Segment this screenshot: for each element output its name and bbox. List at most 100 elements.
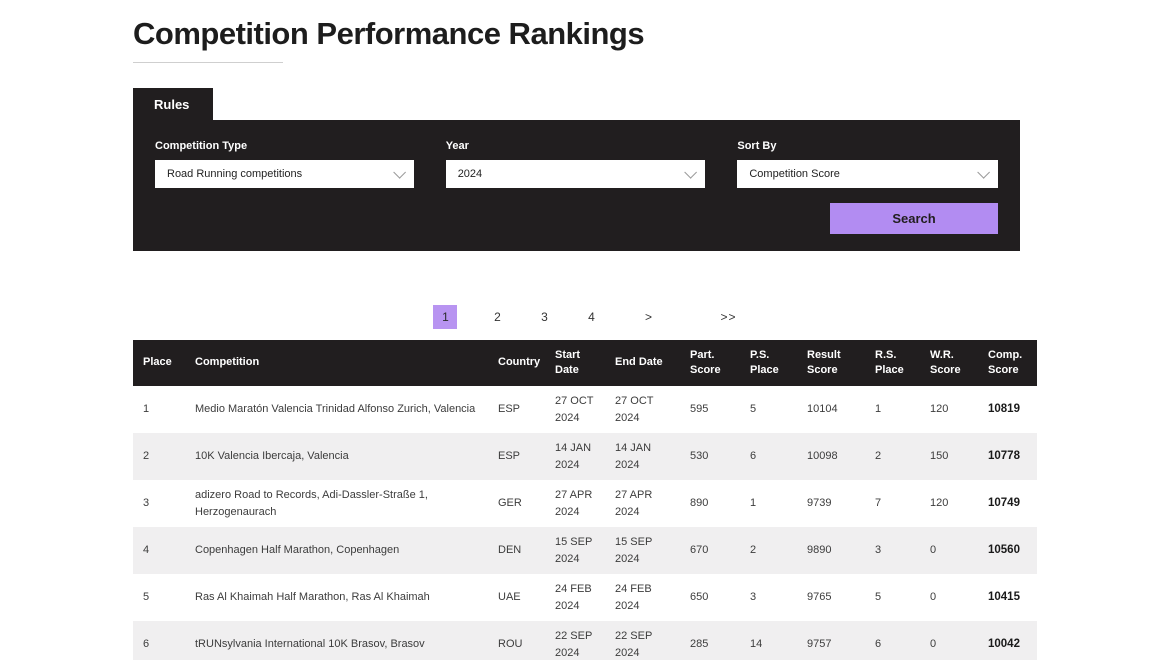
cell-end-date: 27 APR 2024 [615,489,653,518]
tab-rules[interactable]: Rules [133,88,214,120]
cell-start-date: 27 APR 2024 [555,489,593,518]
cell-wr-score: 0 [930,544,937,557]
cell-comp-score: 10819 [988,402,1020,415]
filter-sort-by: Sort By Competition Score [737,140,998,188]
header-rs-place: R.S. Place [875,348,904,376]
pagination-page-1[interactable]: 1 [433,305,458,329]
year-select[interactable]: 2024 [445,160,706,188]
cell-competition[interactable]: tRUNsylvania International 10K Brasov, B… [195,638,425,651]
table-body: 1 Medio Maratón Valencia Trinidad Alfons… [133,386,1037,660]
header-part-score: Part. Score [690,348,721,376]
header-competition: Competition [195,356,260,369]
cell-rs-place: 6 [875,638,882,651]
cell-end-date: 27 OCT 2024 [615,395,654,424]
competition-type-label: Competition Type [155,140,248,152]
cell-part-score: 650 [690,591,709,604]
header-comp-score: Comp. Score [988,348,1023,376]
cell-place: 4 [143,544,150,557]
cell-wr-score: 120 [930,497,949,510]
header-place: Place [143,356,172,369]
page-content: Competition Performance Rankings Rules C… [133,16,1037,660]
table-row: 6 tRUNsylvania International 10K Brasov,… [133,621,1037,660]
cell-country: DEN [498,544,522,557]
header-end-date: End Date [615,356,663,369]
cell-country: ROU [498,638,523,651]
cell-end-date: 22 SEP 2024 [615,630,653,659]
tab-rules-label: Rules [154,96,190,112]
cell-part-score: 890 [690,497,709,510]
cell-start-date: 14 JAN 2024 [555,442,592,471]
cell-place: 5 [143,591,150,604]
cell-result-score: 9890 [807,544,832,557]
cell-part-score: 285 [690,638,709,651]
cell-result-score: 9757 [807,638,832,651]
header-wr-score: W.R. Score [930,348,961,376]
cell-ps-place: 1 [750,497,757,510]
cell-start-date: 22 SEP 2024 [555,630,593,659]
cell-wr-score: 120 [930,403,949,416]
cell-start-date: 27 OCT 2024 [555,395,594,424]
cell-end-date: 15 SEP 2024 [615,536,653,565]
cell-wr-score: 0 [930,638,937,651]
cell-rs-place: 1 [875,403,882,416]
cell-comp-score: 10415 [988,590,1020,603]
pagination-page-4[interactable]: 4 [588,310,595,324]
header-ps-place: P.S. Place [750,348,779,376]
chevron-down-icon [684,165,698,179]
cell-country: UAE [498,591,521,604]
cell-comp-score: 10042 [988,637,1020,650]
cell-comp-score: 10560 [988,543,1020,556]
pagination-page-3[interactable]: 3 [541,310,548,324]
cell-ps-place: 14 [750,638,763,651]
cell-competition[interactable]: Copenhagen Half Marathon, Copenhagen [195,544,400,557]
competition-type-select[interactable]: Road Running competitions [155,160,414,188]
pagination: 1 2 3 4 > >> [133,305,1037,329]
cell-competition[interactable]: Medio Maratón Valencia Trinidad Alfonso … [195,403,476,416]
cell-place: 1 [143,403,150,416]
cell-end-date: 14 JAN 2024 [615,442,652,471]
cell-comp-score: 10749 [988,496,1020,509]
cell-rs-place: 5 [875,591,882,604]
cell-part-score: 595 [690,403,709,416]
cell-start-date: 15 SEP 2024 [555,536,593,565]
filter-grid: Competition Type Road Running competitio… [155,140,998,188]
filter-competition-type: Competition Type Road Running competitio… [155,140,414,188]
rankings-table: Place Competition Country Start Date End… [133,340,1037,660]
cell-country: GER [498,497,522,510]
chevron-down-icon [392,165,406,179]
cell-result-score: 9765 [807,591,832,604]
competition-type-value: Road Running competitions [167,168,303,180]
search-row: Search [155,203,998,234]
cell-end-date: 24 FEB 2024 [615,583,652,612]
year-value: 2024 [457,168,483,180]
cell-ps-place: 3 [750,591,757,604]
table-row: 3 adizero Road to Records, Adi-Dassler-S… [133,480,1037,527]
sort-by-value: Competition Score [749,168,840,180]
cell-ps-place: 2 [750,544,757,557]
search-button[interactable]: Search [830,203,998,234]
cell-competition[interactable]: adizero Road to Records, Adi-Dassler-Str… [195,489,428,518]
header-result-score: Result Score [807,348,841,376]
cell-country: ESP [498,403,521,416]
header-country: Country [498,356,541,369]
cell-rs-place: 3 [875,544,882,557]
cell-place: 2 [143,450,150,463]
chevron-down-icon [977,165,990,179]
cell-place: 3 [143,497,150,510]
cell-ps-place: 5 [750,403,757,416]
pagination-page-2[interactable]: 2 [494,310,501,324]
sort-by-label: Sort By [737,140,777,152]
pagination-next-button[interactable]: > [644,310,652,324]
pagination-last-button[interactable]: >> [720,310,737,324]
cell-result-score: 9739 [807,497,832,510]
cell-part-score: 530 [690,450,709,463]
cell-wr-score: 0 [930,591,937,604]
cell-wr-score: 150 [930,450,949,463]
page-title: Competition Performance Rankings [133,16,645,51]
sort-by-select[interactable]: Competition Score [737,160,998,188]
filter-year: Year 2024 [445,140,706,188]
cell-competition[interactable]: Ras Al Khaimah Half Marathon, Ras Al Kha… [195,591,430,604]
cell-competition[interactable]: 10K Valencia Ibercaja, Valencia [195,450,349,463]
cell-rs-place: 2 [875,450,882,463]
cell-result-score: 10098 [807,450,838,463]
